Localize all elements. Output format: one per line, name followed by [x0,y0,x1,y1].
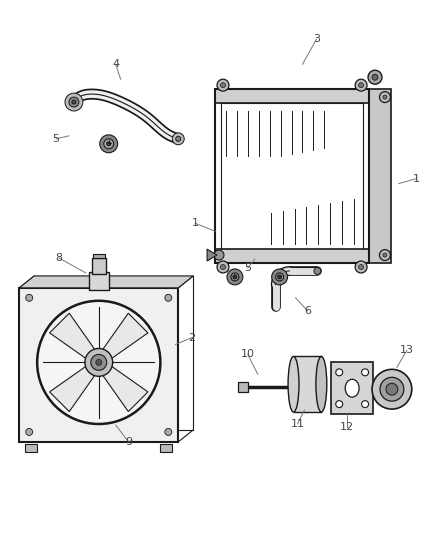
Circle shape [217,79,229,91]
Text: 10: 10 [241,350,255,359]
Circle shape [91,354,107,370]
Bar [221,103,363,249]
Circle shape [359,83,364,87]
Text: 5: 5 [53,134,60,144]
Circle shape [355,79,367,91]
Circle shape [37,301,160,424]
Circle shape [379,249,390,261]
Circle shape [368,70,382,84]
Text: 4: 4 [112,59,119,69]
Bar [160,444,172,452]
Circle shape [372,74,378,80]
Ellipse shape [316,357,327,412]
Bar [93,254,105,258]
Text: 13: 13 [400,345,414,356]
Bar [238,382,248,392]
Circle shape [383,253,387,257]
Text: 5: 5 [244,263,251,273]
Text: 9: 9 [125,437,132,447]
Circle shape [165,429,172,435]
Bar [369,89,391,263]
Circle shape [336,369,343,376]
Circle shape [41,305,156,420]
Circle shape [336,401,343,408]
Circle shape [65,93,83,111]
Circle shape [278,275,282,279]
Circle shape [100,135,118,153]
Circle shape [379,92,390,102]
Circle shape [96,359,102,365]
Text: +: + [105,139,112,148]
Polygon shape [207,249,217,261]
Circle shape [362,401,368,408]
Circle shape [362,369,368,376]
Polygon shape [102,313,148,360]
Polygon shape [19,276,193,288]
Ellipse shape [288,357,299,412]
Circle shape [359,264,364,270]
Text: 6: 6 [304,306,311,316]
Circle shape [227,269,243,285]
Circle shape [380,377,404,401]
Text: 2: 2 [189,333,196,343]
Circle shape [272,269,288,285]
Circle shape [220,264,226,270]
Bar [89,272,109,290]
Circle shape [69,97,79,107]
Polygon shape [49,313,96,360]
Circle shape [233,275,237,279]
Bar [293,357,321,412]
Bar [25,444,37,452]
Text: 12: 12 [340,422,354,432]
Text: 3: 3 [313,35,320,44]
Bar [92,258,106,274]
Bar [215,249,369,263]
Circle shape [26,294,33,301]
Circle shape [26,429,33,435]
Bar [34,276,193,430]
Bar [19,288,178,442]
Circle shape [383,95,387,99]
Text: 11: 11 [290,419,304,429]
Circle shape [104,139,114,149]
Circle shape [372,369,412,409]
Bar [215,89,369,103]
Circle shape [72,100,76,104]
Bar [331,362,373,414]
Polygon shape [102,365,148,411]
Circle shape [355,261,367,273]
Circle shape [176,136,181,141]
Text: 1: 1 [192,219,199,228]
Circle shape [172,133,184,145]
Circle shape [85,349,113,376]
Text: 1: 1 [413,174,420,183]
Text: 8: 8 [56,253,63,263]
Ellipse shape [345,379,359,397]
Circle shape [231,273,239,281]
Circle shape [214,250,224,260]
Circle shape [276,273,283,281]
Circle shape [217,261,229,273]
Bar [215,89,369,263]
Circle shape [220,83,226,87]
Circle shape [165,294,172,301]
Circle shape [314,268,321,274]
Circle shape [107,142,111,146]
Circle shape [386,383,398,395]
Polygon shape [49,365,96,411]
